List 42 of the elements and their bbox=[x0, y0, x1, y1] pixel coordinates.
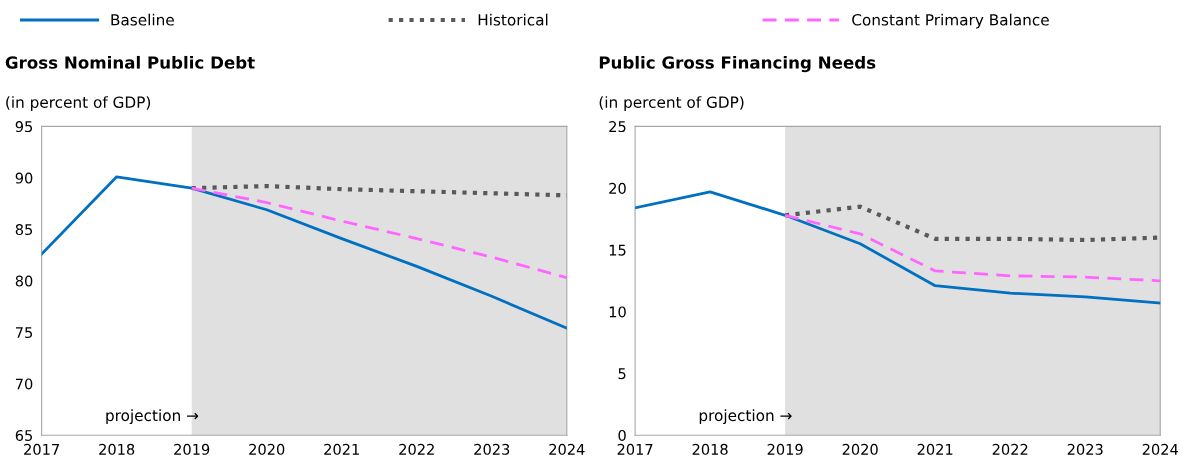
x-tick-label: 2023 bbox=[474, 443, 510, 455]
y-tick-label: 65 bbox=[15, 429, 33, 441]
y-tick-label: 10 bbox=[609, 306, 626, 318]
chart-title: Public Gross Financing Needs bbox=[599, 55, 876, 73]
x-tick-label: 2020 bbox=[249, 443, 285, 455]
x-tick-label: 2019 bbox=[767, 443, 803, 455]
x-tick-label: 2018 bbox=[692, 443, 728, 455]
x-tick-label: 2024 bbox=[1142, 443, 1178, 455]
y-tick-label: 20 bbox=[609, 182, 626, 194]
x-tick-label: 2018 bbox=[99, 443, 135, 455]
x-tick-label: 2024 bbox=[549, 443, 585, 455]
x-tick-label: 2022 bbox=[992, 443, 1028, 455]
x-tick-label: 2019 bbox=[174, 443, 210, 455]
line-series bbox=[635, 190, 1161, 305]
y-tick-label: 75 bbox=[15, 327, 33, 339]
y-tick-label: 0 bbox=[618, 429, 626, 441]
legend-label: Historical bbox=[478, 13, 548, 26]
y-tick-label: 25 bbox=[609, 121, 626, 133]
y-tick-label: 70 bbox=[15, 378, 33, 390]
y-tick-label: 95 bbox=[15, 121, 33, 133]
chart-subtitle: (in percent of GDP) bbox=[6, 96, 151, 111]
x-tick-label: 2023 bbox=[1067, 443, 1103, 455]
x-tick-label: 2017 bbox=[24, 443, 59, 455]
y-tick-label: 15 bbox=[609, 244, 626, 256]
legend-label: Baseline bbox=[111, 13, 174, 26]
line-series bbox=[190, 186, 567, 280]
line-series bbox=[41, 175, 567, 330]
y-tick-label: 85 bbox=[15, 224, 33, 236]
x-tick-label: 2017 bbox=[617, 443, 653, 455]
y-tick-label: 5 bbox=[618, 368, 626, 380]
annotation: projection → bbox=[699, 409, 792, 425]
chart-subtitle: (in percent of GDP) bbox=[599, 96, 744, 111]
legend-label: Constant Primary Balance bbox=[852, 13, 1049, 29]
x-tick-label: 2021 bbox=[917, 443, 953, 455]
x-tick-label: 2022 bbox=[399, 443, 434, 455]
annotation: projection → bbox=[106, 409, 199, 425]
y-tick-label: 90 bbox=[15, 172, 33, 184]
y-tick-label: 80 bbox=[15, 275, 33, 287]
x-tick-label: 2020 bbox=[842, 443, 878, 455]
chart-title: Gross Nominal Public Debt bbox=[5, 55, 255, 69]
x-tick-label: 2021 bbox=[324, 443, 359, 455]
line-series bbox=[783, 213, 1161, 283]
